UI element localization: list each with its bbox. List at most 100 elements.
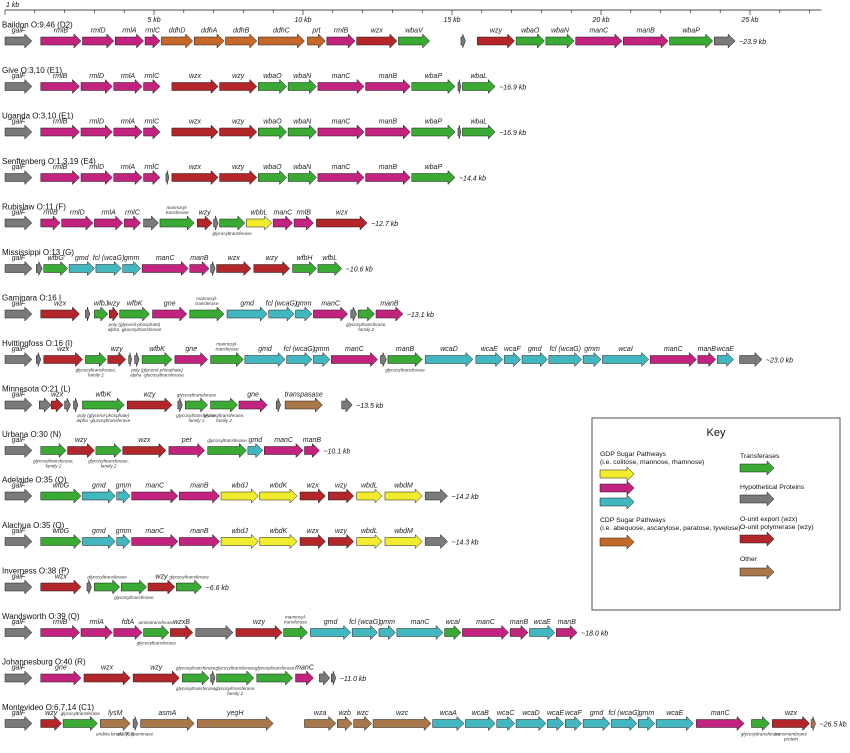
gene-arrow: [258, 78, 287, 95]
key-swatch: [739, 460, 775, 476]
gene-arrow: [509, 624, 529, 641]
gene-arrow: [113, 624, 143, 641]
gene-arrow: [131, 488, 179, 504]
gene-label: wbdJ: [232, 528, 249, 535]
gene-label: wzx: [57, 346, 70, 353]
gene-annotation: glycosyltransferase: [207, 438, 247, 443]
gene-arrow: [713, 33, 736, 49]
cluster-row: Wandsworth O:39 (Q)galF rmlB rmlA fdtA amino…: [2, 612, 608, 646]
gene-arrow: [411, 78, 456, 95]
gene-arrow: [378, 624, 396, 641]
gene-arrow: [39, 397, 52, 413]
gene-arrow: [196, 215, 213, 231]
gene-annotation: poly (glycerol-phosphate) alpha -glucosyl…: [130, 368, 184, 378]
gene-label: manC: [711, 710, 731, 717]
gene-label: rmlC: [145, 28, 161, 35]
gene-label: manC: [332, 73, 352, 80]
key-title: Key: [707, 427, 726, 439]
gene-label: wbaV: [405, 28, 424, 35]
gene-arrow: [62, 715, 98, 732]
gene-label: manB: [637, 28, 656, 35]
gene-arrow: [810, 716, 816, 731]
cluster-row: Mississippi O:13 (G)galF wfbG gmd fcl (wcaG…: [2, 248, 373, 277]
gene-annotation: glycosyltransferase, family 2: [176, 413, 217, 423]
gene-label: galF: [12, 574, 26, 581]
strain-label: Johannesburg O:40 (R): [2, 658, 86, 667]
cluster-size: ~26.5 kb: [820, 722, 847, 729]
gene-label: wzy: [335, 528, 348, 535]
gene-arrow: [216, 670, 255, 686]
gene-label: wcaD: [440, 346, 458, 353]
gene-label: manC: [664, 346, 684, 353]
gene-arrow: [226, 306, 268, 322]
gene-arrow: [4, 670, 33, 686]
gene-arrow: [95, 260, 122, 277]
gene-label: rmlD: [91, 28, 106, 35]
gene-arrow: [171, 169, 219, 186]
gene-label: galF: [12, 710, 26, 717]
gene-arrow: [751, 715, 770, 732]
gene-arrow: [545, 33, 575, 49]
gene-arrow: [219, 78, 258, 95]
gene-label: galF: [12, 437, 26, 444]
gene-annotation: glycosyltransferase, family 2: [204, 413, 245, 423]
gene-arrow: [295, 670, 314, 686]
gene-arrow: [40, 306, 80, 322]
gene-label: transpasase: [285, 392, 323, 399]
gene-label: wbaP: [425, 164, 443, 171]
gene-arrow: [64, 397, 71, 413]
gene-arrow: [398, 33, 431, 49]
gene-label: fdtA: [122, 619, 135, 626]
gene-arrow: [424, 533, 448, 550]
gene-annotation: glycosyltransferase: [114, 595, 154, 600]
gene-arrow: [40, 624, 80, 641]
gene-label: rmlB: [53, 619, 68, 626]
gene-label: rmlB: [54, 28, 69, 35]
gene-arrow: [40, 78, 80, 95]
gene-arrow: [171, 124, 219, 140]
gene-arrow: [521, 351, 548, 368]
gene-label: wcaI: [446, 619, 460, 626]
gene-arrow: [316, 215, 368, 231]
cluster-row: Inverness O:38 (P)galF wzx glycosyltransfe…: [2, 567, 229, 601]
gene-arrow: [4, 260, 33, 277]
gene-arrow: [113, 124, 143, 140]
gene-arrow: [328, 488, 355, 504]
gene-label: wzy: [232, 164, 245, 171]
gene-label: manB: [379, 164, 398, 171]
gene-arrow: [432, 715, 465, 732]
cluster-size: ~16.9 kb: [499, 85, 526, 92]
gene-arrow: [4, 442, 33, 459]
gene-label: manC: [332, 119, 352, 126]
gene-arrow: [317, 169, 365, 186]
gene-arrow: [213, 215, 219, 231]
key-label: O-unit export (wzx): [740, 516, 797, 523]
gene-arrow: [85, 351, 107, 368]
gene-annotation: glycosyltransferase: [176, 686, 216, 691]
gene-label: wzy: [266, 255, 279, 262]
gene-label: manB: [303, 437, 322, 444]
gene-arrow: [131, 533, 179, 550]
gene-arrow: [326, 33, 356, 49]
gene-annotation: glycosyltransferase, family 2: [76, 368, 117, 378]
gene-label: manB: [379, 119, 398, 126]
gene-label: wzx: [307, 483, 320, 490]
cluster-row: Hvittingfoss O:16 (I)galF wzx glycosyltran…: [2, 339, 793, 378]
strain-label: Baildon O:9,46 (D2): [2, 21, 73, 30]
gene-arrow: [113, 78, 143, 95]
cluster-size: ~14.3 kb: [452, 540, 479, 547]
gene-annotation: transmembrane protein: [775, 732, 808, 742]
gene-arrow: [529, 624, 556, 641]
gene-arrow: [411, 124, 456, 140]
gene-label: galF: [12, 73, 26, 80]
gene-label: gmm: [116, 528, 132, 535]
strain-label: Uganda O:3,10 (E1): [2, 112, 74, 121]
gene-label: wcaF: [565, 710, 582, 717]
gene-arrow: [503, 351, 521, 368]
gene-arrow: [36, 261, 43, 276]
gene-arrow: [132, 716, 138, 731]
gene-label: wbdM: [394, 483, 413, 490]
gene-arrow: [331, 351, 378, 368]
gene-arrow: [40, 488, 82, 504]
gene-arrow: [4, 169, 33, 186]
